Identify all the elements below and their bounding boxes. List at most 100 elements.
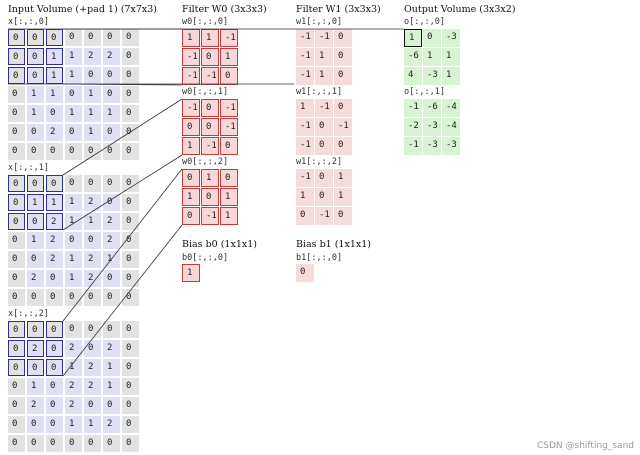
output-cell: -4 [442, 99, 460, 117]
w0-cell: 0 [220, 169, 238, 187]
input-cell: 0 [27, 251, 44, 268]
bias-b1-cell: 0 [296, 264, 314, 282]
w0-cell: -1 [182, 67, 200, 85]
receptive-field-cell: 0 [8, 48, 25, 65]
receptive-field-cell: 0 [46, 340, 63, 357]
bias-b0-header: Bias b0 (1x1x1) [182, 239, 257, 250]
input-cell: 0 [46, 289, 63, 306]
input-cell: 2 [103, 340, 120, 357]
watermark: CSDN @shifting_sand [537, 441, 634, 451]
receptive-field-cell: 0 [8, 175, 25, 192]
input-cell: 1 [103, 378, 120, 395]
output-cell: -3 [442, 29, 460, 47]
input-cell: 0 [122, 289, 139, 306]
w0-cell: 1 [182, 137, 200, 155]
input-cell: 0 [84, 67, 101, 84]
input-cell: 0 [84, 435, 101, 452]
input-cell: 0 [84, 143, 101, 160]
w1-cell: 1 [296, 188, 314, 206]
input-cell: 1 [103, 359, 120, 376]
w0-cell: 0 [220, 67, 238, 85]
w0-cell: 1 [201, 169, 219, 187]
input-cell: 0 [122, 175, 139, 192]
output-slice-label-1: o[:,:,1] [404, 87, 445, 97]
filter-w0-header: Filter W0 (3x3x3) [182, 4, 267, 15]
input-cell: 0 [27, 289, 44, 306]
output-cell: -3 [423, 118, 441, 136]
input-cell: 0 [122, 270, 139, 287]
input-cell: 0 [122, 29, 139, 46]
output-cell: -2 [404, 118, 422, 136]
input-cell: 0 [103, 397, 120, 414]
input-cell: 1 [65, 48, 82, 65]
w0-cell: 0 [201, 118, 219, 136]
input-cell: 1 [27, 86, 44, 103]
input-cell: 0 [103, 321, 120, 338]
input-cell: 0 [46, 378, 63, 395]
input-cell: 1 [103, 105, 120, 122]
input-cell: 0 [103, 435, 120, 452]
w1-cell: -1 [296, 29, 314, 47]
w0-cell: 1 [182, 29, 200, 47]
w1-cell: 0 [334, 137, 352, 155]
output-slice-label-0: o[:,:,0] [404, 17, 445, 27]
receptive-field-cell: 2 [46, 213, 63, 230]
w1-cell: 0 [334, 99, 352, 117]
input-cell: 2 [84, 270, 101, 287]
input-cell: 0 [122, 378, 139, 395]
input-cell: 2 [46, 232, 63, 249]
w1-cell: 1 [315, 48, 333, 66]
input-cell: 0 [122, 340, 139, 357]
w1-slice-label-1: w1[:,:,1] [296, 87, 343, 97]
w1-cell: -1 [296, 67, 314, 85]
input-cell: 0 [103, 86, 120, 103]
w1-cell: 1 [296, 99, 314, 117]
input-cell: 0 [103, 124, 120, 141]
input-cell: 2 [103, 213, 120, 230]
bias-b0-label: b0[:,:,0] [182, 253, 229, 263]
w0-cell: 1 [201, 29, 219, 47]
receptive-field-cell: 0 [8, 67, 25, 84]
receptive-field-cell: 1 [27, 194, 44, 211]
receptive-field-cell: 1 [46, 67, 63, 84]
w1-cell: 0 [315, 188, 333, 206]
w0-cell: -1 [220, 99, 238, 117]
w0-cell: 0 [220, 137, 238, 155]
input-volume-header: Input Volume (+pad 1) (7x7x3) [8, 4, 157, 15]
input-cell: 0 [65, 435, 82, 452]
input-cell: 0 [122, 48, 139, 65]
input-cell: 0 [46, 105, 63, 122]
input-cell: 0 [84, 175, 101, 192]
current-output-cell: 1 [404, 29, 422, 47]
receptive-field-cell: 1 [46, 194, 63, 211]
receptive-field-cell: 0 [46, 29, 63, 46]
input-cell: 1 [27, 232, 44, 249]
input-cell: 0 [122, 416, 139, 433]
output-cell: -3 [423, 137, 441, 155]
output-volume-header: Output Volume (3x3x2) [404, 4, 516, 15]
receptive-field-cell: 0 [27, 29, 44, 46]
input-cell: 0 [46, 397, 63, 414]
input-cell: 0 [8, 435, 25, 452]
w1-cell: 0 [334, 48, 352, 66]
input-slice-label-2: x[:,:,2] [8, 309, 49, 319]
input-cell: 0 [103, 289, 120, 306]
w0-cell: -1 [182, 99, 200, 117]
input-cell: 0 [27, 416, 44, 433]
input-cell: 0 [8, 251, 25, 268]
input-cell: 1 [65, 213, 82, 230]
output-cell: 1 [442, 67, 460, 85]
w1-cell: 0 [334, 207, 352, 225]
w0-cell: -1 [182, 48, 200, 66]
receptive-field-cell: 0 [8, 321, 25, 338]
input-cell: 2 [84, 378, 101, 395]
input-cell: 0 [122, 124, 139, 141]
input-cell: 0 [84, 232, 101, 249]
receptive-field-cell: 0 [27, 48, 44, 65]
input-cell: 0 [103, 270, 120, 287]
input-cell: 0 [27, 143, 44, 160]
w1-cell: 0 [334, 29, 352, 47]
input-cell: 0 [65, 143, 82, 160]
w1-cell: 0 [315, 137, 333, 155]
input-cell: 0 [8, 289, 25, 306]
